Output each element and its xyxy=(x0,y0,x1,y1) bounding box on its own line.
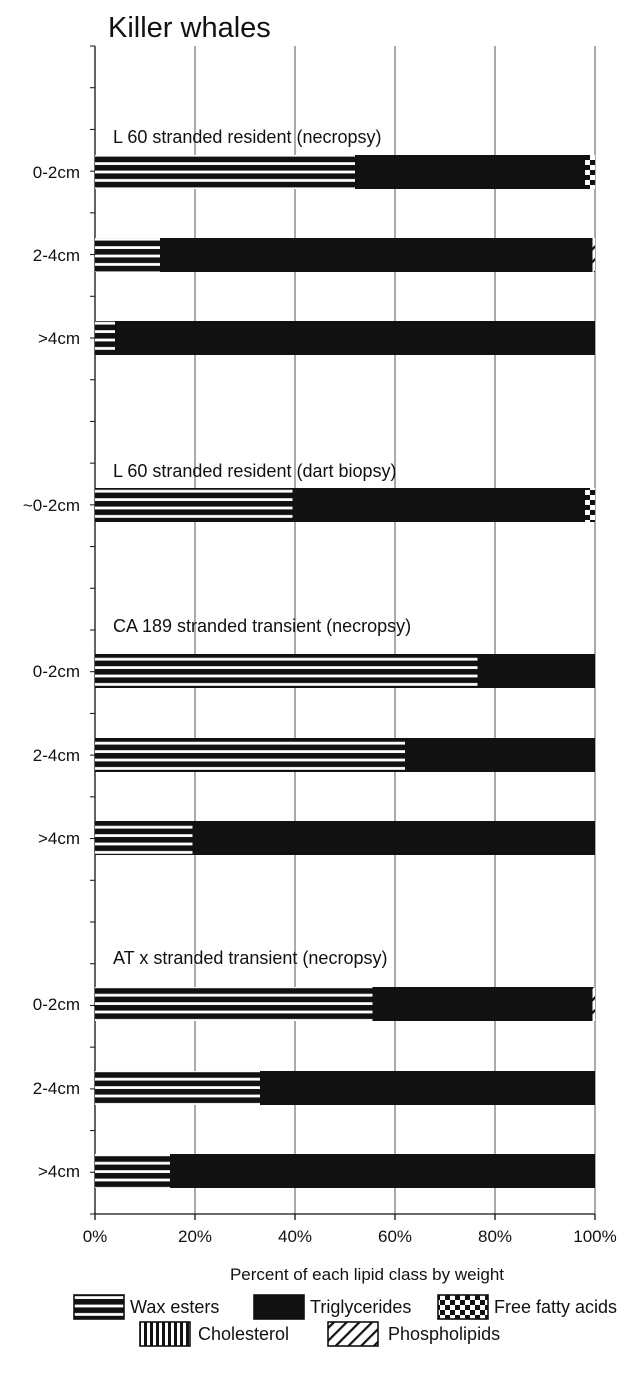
legend-label: Wax esters xyxy=(130,1297,219,1317)
x-tick-label: 60% xyxy=(378,1227,412,1246)
bar-label: 2-4cm xyxy=(33,746,80,765)
bar-segment-triglycerides xyxy=(355,155,585,189)
bar-label: 2-4cm xyxy=(33,246,80,265)
chart-title: Killer whales xyxy=(108,12,271,44)
x-tick-label: 100% xyxy=(573,1227,616,1246)
bar-segment-triglycerides xyxy=(115,321,595,355)
bar-segment-wax-esters xyxy=(95,238,160,272)
bar-segment-wax-esters xyxy=(95,1154,170,1188)
bar-label: >4cm xyxy=(38,329,80,348)
bar-label: 2-4cm xyxy=(33,1079,80,1098)
bar-segment-triglycerides xyxy=(405,738,595,772)
group-title: L 60 stranded resident (necropsy) xyxy=(113,127,381,147)
bar-label: 0-2cm xyxy=(33,995,80,1014)
group-title: CA 189 stranded transient (necropsy) xyxy=(113,616,411,636)
bar-segment-free-fatty-acids xyxy=(585,488,595,522)
bar-segment-wax-esters xyxy=(95,155,355,189)
plot-area: 0% 20% 40% 60% 80% 100% L 60 stranded resident… xyxy=(23,45,617,1246)
group-title: AT x stranded transient (necropsy) xyxy=(113,948,387,968)
bar-segment-triglycerides xyxy=(170,1154,595,1188)
legend-label: Phospholipids xyxy=(388,1324,500,1344)
legend-swatch-phospholipids xyxy=(327,1321,379,1347)
bar-label: >4cm xyxy=(38,829,80,848)
bar-segment-triglycerides xyxy=(260,1071,595,1105)
legend: Wax esters Triglycerides Free fatty acids C… xyxy=(73,1294,617,1347)
x-tick-label: 40% xyxy=(278,1227,312,1246)
bar-segment-wax-esters xyxy=(95,321,115,355)
x-axis-title: Percent of each lipid class by weight xyxy=(230,1265,504,1284)
x-tick-label: 0% xyxy=(83,1227,108,1246)
bar-segment-triglycerides xyxy=(292,488,585,522)
bar-segment-wax-esters xyxy=(95,987,373,1021)
group-title: L 60 stranded resident (dart biopsy) xyxy=(113,461,397,481)
x-tick-label: 20% xyxy=(178,1227,212,1246)
bar-segment-wax-esters xyxy=(95,738,405,772)
bar-segment-phospholipids xyxy=(592,987,595,1021)
legend-label: Cholesterol xyxy=(198,1324,289,1344)
bar-segment-triglycerides xyxy=(160,238,593,272)
bar-segment-free-fatty-acids xyxy=(585,155,595,189)
bar-label: ~0-2cm xyxy=(23,496,80,515)
legend-swatch-triglycerides xyxy=(253,1294,305,1320)
x-tick-label: 80% xyxy=(478,1227,512,1246)
legend-swatch-free-fatty-acids xyxy=(437,1294,489,1320)
bar-segment-wax-esters xyxy=(95,1071,260,1105)
bar-segment-wax-esters xyxy=(95,654,478,688)
bar-label: 0-2cm xyxy=(33,163,80,182)
legend-label: Triglycerides xyxy=(310,1297,411,1317)
legend-swatch-cholesterol xyxy=(139,1321,191,1347)
legend-label: Free fatty acids xyxy=(494,1297,617,1317)
bar-segment-triglycerides xyxy=(477,654,595,688)
bar-segment-triglycerides xyxy=(372,987,593,1021)
bar-segment-wax-esters xyxy=(95,821,193,855)
bar-segment-triglycerides xyxy=(192,821,595,855)
legend-swatch-wax-esters xyxy=(73,1294,125,1320)
bar-label: 0-2cm xyxy=(33,662,80,681)
bar-segment-wax-esters xyxy=(95,488,293,522)
bar-label: >4cm xyxy=(38,1162,80,1181)
bar-segment-phospholipids xyxy=(592,238,595,272)
